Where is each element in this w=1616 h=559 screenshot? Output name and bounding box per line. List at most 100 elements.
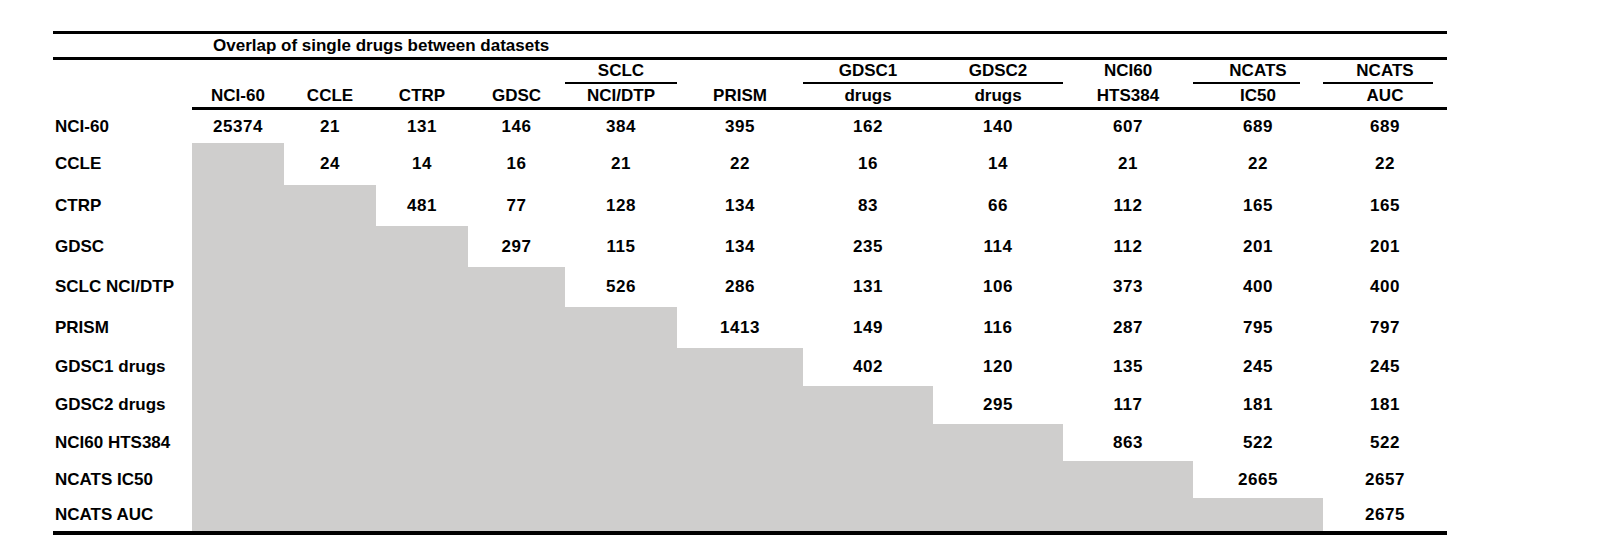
header-row: NCI-60CCLECTRPGDSCNCI/DTPPRISMdrugsdrugs…	[53, 84, 1447, 107]
shaded-cell	[376, 226, 468, 267]
shaded-cell	[677, 461, 803, 498]
column-header: HTS384	[1063, 84, 1193, 107]
value-cell: 295	[933, 386, 1063, 424]
value-cell: 149	[803, 307, 933, 348]
shaded-cell	[565, 498, 677, 531]
table-title: Overlap of single drugs between datasets	[213, 34, 549, 57]
shaded-cell	[376, 424, 468, 461]
column-header: PRISM	[677, 84, 803, 107]
value-cell: 400	[1193, 267, 1323, 307]
column-header: drugs	[803, 84, 933, 107]
shaded-cell	[284, 461, 376, 498]
shaded-cell	[565, 307, 677, 348]
header-spacer	[53, 84, 192, 107]
column-header: IC50	[1193, 84, 1323, 107]
table-row: SCLC NCI/DTP526286131106373400400	[53, 267, 1447, 307]
shaded-cell	[933, 498, 1063, 531]
value-cell: 689	[1323, 110, 1447, 143]
value-cell: 114	[933, 226, 1063, 267]
value-cell: 522	[1323, 424, 1447, 461]
shaded-cell	[376, 498, 468, 531]
value-cell: 140	[933, 110, 1063, 143]
shaded-cell	[192, 143, 284, 185]
shaded-cell	[468, 307, 565, 348]
value-cell: 117	[1063, 386, 1193, 424]
value-cell: 131	[803, 267, 933, 307]
value-cell: 21	[284, 110, 376, 143]
shaded-cell	[376, 461, 468, 498]
shaded-cell	[192, 226, 284, 267]
value-cell: 1413	[677, 307, 803, 348]
value-cell: 201	[1323, 226, 1447, 267]
row-label: SCLC NCI/DTP	[53, 267, 192, 307]
value-cell: 22	[677, 143, 803, 185]
column-spanner	[284, 60, 376, 84]
column-header: drugs	[933, 84, 1063, 107]
shaded-cell	[803, 386, 933, 424]
shaded-cell	[565, 386, 677, 424]
value-cell: 120	[933, 348, 1063, 386]
value-cell: 402	[803, 348, 933, 386]
value-cell: 863	[1063, 424, 1193, 461]
value-cell: 134	[677, 226, 803, 267]
shaded-cell	[468, 348, 565, 386]
value-cell: 245	[1323, 348, 1447, 386]
value-cell: 112	[1063, 185, 1193, 226]
shaded-cell	[1063, 498, 1193, 531]
column-header: NCI/DTP	[565, 84, 677, 107]
shaded-cell	[284, 498, 376, 531]
shaded-cell	[192, 307, 284, 348]
row-label: CCLE	[53, 143, 192, 185]
value-cell: 2665	[1193, 461, 1323, 498]
table-row: GDSC297115134235114112201201	[53, 226, 1447, 267]
shaded-cell	[192, 424, 284, 461]
shaded-cell	[468, 267, 565, 307]
column-spanner-label: GDSC1	[839, 61, 898, 80]
bottom-rule	[53, 531, 1447, 535]
shaded-cell	[192, 185, 284, 226]
value-cell: 395	[677, 110, 803, 143]
table-row: CTRP481771281348366112165165	[53, 185, 1447, 226]
shaded-cell	[677, 498, 803, 531]
value-cell: 384	[565, 110, 677, 143]
shaded-cell	[933, 424, 1063, 461]
shaded-cell	[376, 267, 468, 307]
table-row: NCI60 HTS384863522522	[53, 424, 1447, 461]
shaded-cell	[192, 348, 284, 386]
column-spanner-label: NCI60	[1104, 61, 1152, 80]
column-spanner: SCLC	[565, 60, 677, 84]
shaded-cell	[1193, 498, 1323, 531]
shaded-cell	[468, 498, 565, 531]
shaded-cell	[933, 461, 1063, 498]
value-cell: 181	[1323, 386, 1447, 424]
value-cell: 115	[565, 226, 677, 267]
spanner-spacer	[53, 60, 192, 84]
row-label: CTRP	[53, 185, 192, 226]
value-cell: 128	[565, 185, 677, 226]
value-cell: 21	[1063, 143, 1193, 185]
value-cell: 245	[1193, 348, 1323, 386]
table-row: GDSC2 drugs295117181181	[53, 386, 1447, 424]
table-row: NCATS AUC2675	[53, 498, 1447, 531]
table-row: CCLE24141621221614212222	[53, 143, 1447, 185]
shaded-cell	[192, 461, 284, 498]
value-cell: 297	[468, 226, 565, 267]
value-cell: 146	[468, 110, 565, 143]
column-spanner: GDSC1	[803, 60, 933, 84]
value-cell: 201	[1193, 226, 1323, 267]
value-cell: 25374	[192, 110, 284, 143]
value-cell: 14	[933, 143, 1063, 185]
column-spanner	[677, 60, 803, 84]
table-body: NCI-602537421131146384395162140607689689…	[53, 110, 1447, 531]
shaded-cell	[803, 498, 933, 531]
value-cell: 235	[803, 226, 933, 267]
value-cell: 287	[1063, 307, 1193, 348]
shaded-cell	[192, 386, 284, 424]
value-cell: 607	[1063, 110, 1193, 143]
value-cell: 165	[1193, 185, 1323, 226]
shaded-cell	[565, 424, 677, 461]
value-cell: 22	[1193, 143, 1323, 185]
shaded-cell	[376, 386, 468, 424]
shaded-cell	[192, 267, 284, 307]
value-cell: 689	[1193, 110, 1323, 143]
